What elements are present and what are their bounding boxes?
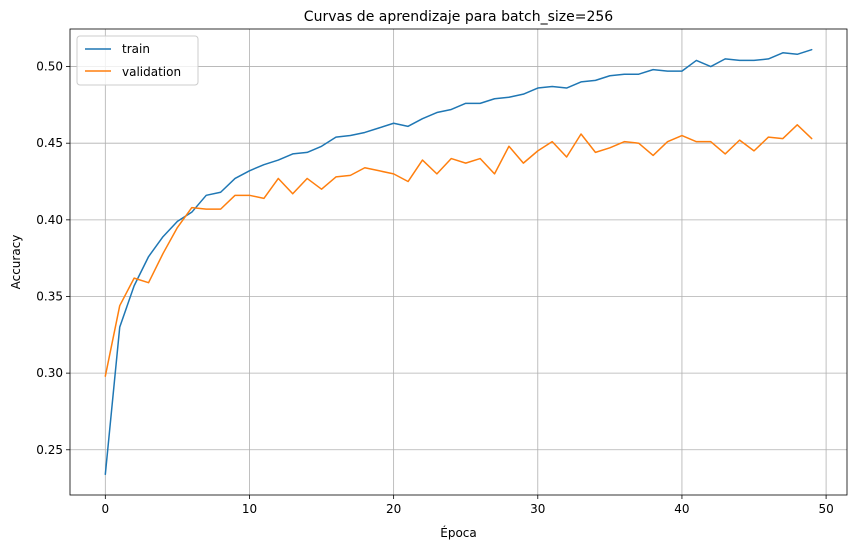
y-tick-label: 0.50 — [36, 60, 63, 74]
x-tick-label: 30 — [530, 502, 545, 516]
series-lines — [104, 48, 813, 476]
legend-label-validation: validation — [122, 65, 181, 79]
chart-title: Curvas de aprendizaje para batch_size=25… — [304, 9, 613, 25]
series-line-validation — [104, 124, 813, 377]
ticks: 0 10 20 30 40 50 0.25 0.30 0.35 0.40 0.45 0.50 — [36, 60, 833, 516]
x-tick-label: 50 — [818, 502, 833, 516]
x-tick-label: 40 — [674, 502, 689, 516]
x-tick-label: 0 — [101, 502, 109, 516]
legend-label-train: train — [122, 42, 150, 56]
grid — [70, 29, 847, 495]
y-axis-label: Accuracy — [9, 235, 23, 290]
y-tick-label: 0.30 — [36, 366, 63, 380]
x-axis-label: Época — [440, 525, 477, 540]
legend: train validation — [76, 35, 199, 86]
y-tick-label: 0.25 — [36, 443, 63, 457]
series-line-train — [104, 48, 813, 476]
plot-frame — [69, 28, 848, 496]
x-tick-label: 20 — [386, 502, 401, 516]
y-tick-label: 0.40 — [36, 213, 63, 227]
y-tick-label: 0.45 — [36, 136, 63, 150]
y-tick-label: 0.35 — [36, 289, 63, 303]
x-tick-label: 10 — [242, 502, 257, 516]
